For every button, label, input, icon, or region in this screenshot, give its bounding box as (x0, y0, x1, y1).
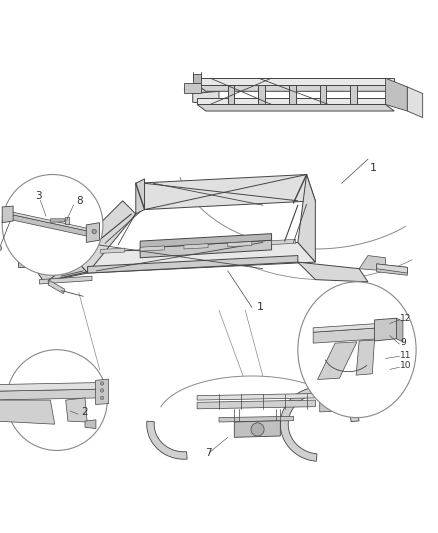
Text: 9: 9 (400, 338, 406, 348)
Polygon shape (318, 342, 357, 379)
Ellipse shape (298, 282, 416, 418)
Polygon shape (228, 241, 252, 247)
Polygon shape (0, 400, 55, 424)
Circle shape (100, 389, 104, 392)
Polygon shape (234, 421, 280, 437)
Polygon shape (18, 259, 35, 262)
Polygon shape (258, 85, 265, 104)
Polygon shape (385, 78, 407, 111)
Polygon shape (377, 264, 407, 275)
Polygon shape (48, 280, 65, 294)
Polygon shape (70, 201, 136, 273)
Circle shape (92, 229, 96, 233)
Polygon shape (377, 264, 407, 273)
Polygon shape (313, 328, 379, 343)
Circle shape (100, 396, 104, 400)
Polygon shape (85, 420, 96, 429)
Text: 7: 7 (205, 448, 212, 458)
Polygon shape (374, 318, 396, 341)
Polygon shape (356, 340, 374, 375)
Polygon shape (140, 233, 272, 248)
Text: 1: 1 (257, 302, 264, 312)
Text: 11: 11 (400, 351, 411, 360)
Polygon shape (18, 259, 35, 268)
Circle shape (251, 423, 264, 436)
Polygon shape (0, 389, 99, 400)
Polygon shape (39, 276, 92, 284)
Polygon shape (65, 217, 69, 224)
Polygon shape (197, 78, 394, 85)
Polygon shape (31, 253, 88, 282)
Text: 10: 10 (400, 361, 411, 370)
Polygon shape (86, 223, 99, 243)
Polygon shape (193, 74, 201, 83)
Polygon shape (50, 219, 65, 222)
Polygon shape (280, 387, 359, 461)
Polygon shape (197, 400, 315, 409)
Polygon shape (193, 91, 219, 104)
Text: 8: 8 (77, 196, 83, 206)
Circle shape (100, 382, 104, 385)
Polygon shape (9, 211, 90, 231)
Polygon shape (66, 398, 87, 422)
Polygon shape (407, 87, 423, 118)
Polygon shape (2, 206, 13, 223)
Polygon shape (88, 255, 298, 273)
Polygon shape (136, 179, 145, 214)
Text: 2: 2 (81, 407, 88, 417)
Polygon shape (184, 87, 219, 93)
Polygon shape (197, 104, 394, 111)
Polygon shape (95, 379, 109, 405)
Text: 1: 1 (370, 163, 377, 173)
Polygon shape (320, 85, 326, 104)
Polygon shape (272, 239, 296, 245)
Polygon shape (70, 243, 315, 273)
Polygon shape (298, 174, 315, 262)
Polygon shape (9, 214, 90, 237)
Polygon shape (298, 262, 368, 282)
Polygon shape (342, 400, 359, 413)
Polygon shape (147, 421, 187, 459)
Polygon shape (313, 324, 379, 332)
Text: 3: 3 (35, 191, 42, 201)
Polygon shape (197, 393, 315, 400)
Polygon shape (228, 85, 234, 104)
Polygon shape (289, 85, 296, 104)
Polygon shape (197, 98, 385, 104)
Polygon shape (197, 85, 403, 91)
Circle shape (7, 350, 107, 450)
Polygon shape (0, 383, 99, 391)
Polygon shape (350, 85, 357, 104)
Polygon shape (184, 244, 208, 249)
Polygon shape (359, 255, 385, 271)
Polygon shape (320, 400, 342, 412)
Circle shape (0, 246, 2, 251)
Polygon shape (219, 416, 293, 422)
Polygon shape (396, 318, 403, 342)
Polygon shape (140, 240, 272, 258)
Polygon shape (184, 83, 201, 93)
Polygon shape (140, 246, 164, 251)
Polygon shape (136, 174, 315, 209)
Polygon shape (101, 248, 125, 253)
Circle shape (2, 174, 103, 275)
Text: 12: 12 (400, 314, 411, 323)
